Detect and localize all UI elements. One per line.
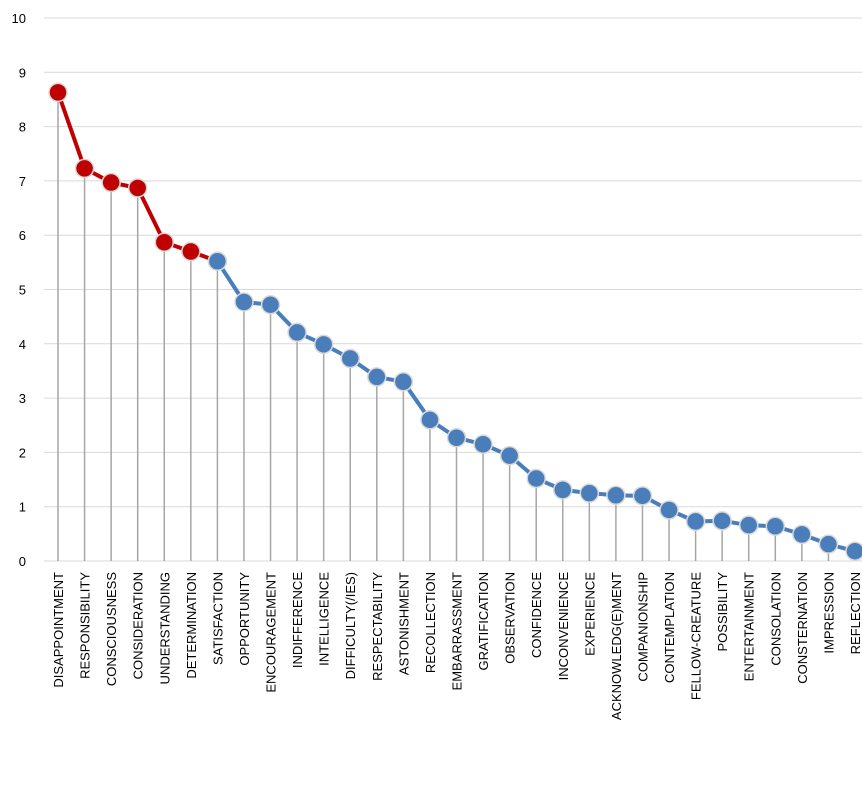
x-tick-label: POSSIBILITY [715, 572, 730, 652]
x-tick-label: RESPONSIBILITY [78, 572, 93, 679]
x-tick-label: UNDERSTANDING [157, 572, 172, 684]
x-tick-label: CONSCIOUSNESS [104, 572, 119, 686]
x-tick-label: INTELLIGENCE [317, 572, 332, 666]
point-marker [685, 511, 706, 532]
x-tick-label: CONSTERNATION [795, 572, 810, 684]
point-marker [579, 483, 600, 503]
x-tick-label: INDIFFERENCE [290, 572, 305, 668]
x-tick-label: REFLECTION [848, 572, 862, 654]
y-tick-label: 5 [19, 283, 26, 298]
point-marker [287, 322, 307, 343]
point-marker [127, 178, 148, 198]
point-marker [818, 534, 839, 554]
point-marker [340, 348, 360, 369]
y-tick-label: 6 [19, 228, 26, 243]
x-tick-label: INCONVENIENCE [556, 572, 571, 681]
x-tick-label: EMBARRASSMENT [450, 572, 465, 691]
y-tick-label: 4 [19, 337, 26, 352]
point-marker [446, 427, 467, 448]
point-marker [313, 334, 334, 355]
point-marker [473, 434, 493, 455]
x-tick-label: FELLOW-CREATURE [689, 572, 704, 700]
point-marker [765, 516, 786, 536]
y-tick-label: 8 [19, 120, 26, 135]
x-tick-label: EXPERIENCE [582, 572, 597, 656]
point-marker [845, 541, 862, 561]
point-marker [101, 172, 121, 193]
x-tick-label: GRATIFICATION [476, 572, 491, 670]
point-marker [738, 515, 759, 535]
x-tick-label: ACKNOWLEDG(E)MENT [609, 572, 624, 720]
x-tick-label: RECOLLECTION [423, 572, 438, 673]
point-marker [260, 294, 281, 315]
x-tick-label: ASTONISHMENT [396, 572, 411, 675]
point-marker [553, 480, 573, 500]
point-marker [48, 82, 68, 103]
x-tick-label: IMPRESSION [821, 572, 836, 654]
point-marker [792, 524, 812, 545]
point-marker [606, 485, 626, 506]
x-tick-label: OBSERVATION [503, 572, 518, 664]
y-tick-label: 3 [19, 391, 26, 406]
x-tick-label: DETERMINATION [184, 572, 199, 679]
point-marker [499, 445, 520, 466]
y-tick-label: 10 [12, 11, 26, 26]
y-tick-label: 1 [19, 500, 26, 515]
point-marker [420, 410, 440, 430]
point-marker [234, 292, 254, 312]
point-marker [181, 241, 201, 262]
x-tick-label: DISAPPOINTMENT [51, 572, 66, 688]
point-marker [367, 367, 387, 387]
y-tick-label: 7 [19, 174, 26, 189]
y-tick-label: 0 [19, 554, 26, 569]
x-tick-label: CONSIDERATION [131, 572, 146, 679]
y-tick-label: 9 [19, 65, 26, 80]
point-marker [632, 486, 653, 506]
point-marker [154, 232, 175, 253]
x-tick-label: OPPORTUNITY [237, 572, 252, 666]
x-tick-label: ENTERTAINMENT [742, 572, 757, 681]
point-marker [393, 372, 414, 392]
point-marker [712, 511, 732, 531]
point-marker [74, 158, 95, 179]
x-tick-label: CONSOLATION [768, 572, 783, 666]
y-tick-label: 2 [19, 445, 26, 460]
point-marker [207, 251, 228, 272]
x-tick-label: CONFIDENCE [529, 572, 544, 658]
x-tick-label: SATISFACTION [210, 572, 225, 665]
x-tick-label: CONTEMPLATION [662, 572, 677, 683]
x-tick-label: ENCOURAGEMENT [264, 572, 279, 693]
x-tick-label: DIFFICULTY(/IES) [343, 572, 358, 679]
point-marker [526, 468, 546, 489]
x-tick-label: RESPECTABILITY [370, 572, 385, 681]
point-marker [659, 500, 679, 520]
x-tick-label: COMPANIONSHIP [635, 572, 650, 682]
